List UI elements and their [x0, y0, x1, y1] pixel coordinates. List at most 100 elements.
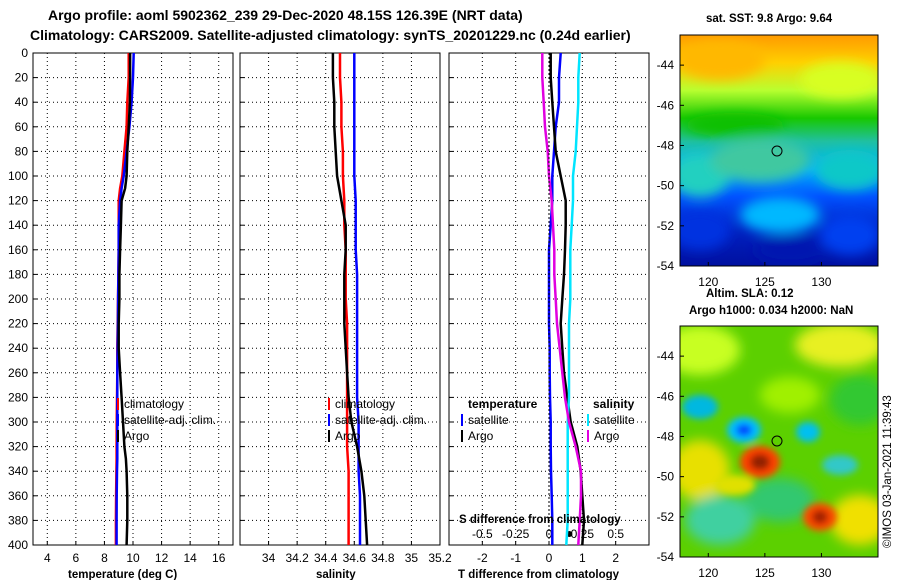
lon-tick-label: 120 — [698, 275, 718, 289]
depth-tick-label: 380 — [8, 513, 28, 527]
t-difference-x-label: T difference from climatology — [458, 569, 620, 580]
x-tick-label: 0 — [546, 551, 553, 565]
legend-satellite: satellite-adj. clim. — [335, 413, 427, 427]
legend-s-satellite: satellite — [594, 413, 635, 427]
lat-tick-label: -50 — [657, 179, 675, 193]
difference-x-tick-labels: -2 -1 0 1 2 — [477, 551, 619, 565]
salinity-series — [331, 53, 369, 546]
depth-tick-label: 260 — [8, 366, 28, 380]
salinity-difference-tick-labels: -0.5-0.2500.250.5 — [472, 527, 624, 541]
sla-map-frame — [679, 325, 879, 558]
temperature-x-label: temperature (deg C) — [68, 569, 177, 580]
temperature-series — [114, 52, 135, 546]
x-tick-label: 34.6 — [343, 551, 367, 565]
depth-tick-label: 240 — [8, 341, 28, 355]
salinity-grid — [240, 52, 441, 546]
lat-tick-label: -52 — [657, 219, 675, 233]
depth-tick-label: 20 — [15, 71, 29, 85]
lat-tick-label: -54 — [657, 259, 675, 273]
sst-map-frame — [679, 34, 879, 267]
x-tick-label: 34.2 — [285, 551, 309, 565]
depth-tick-label: 360 — [8, 489, 28, 503]
sla-map-title-1: Altim. SLA: 0.12 — [706, 288, 794, 300]
legend-climatology: climatology — [335, 397, 395, 411]
lat-tick-label: -50 — [657, 470, 675, 484]
lon-tick-label: 125 — [755, 275, 775, 289]
argo-position-marker — [771, 435, 783, 447]
sst-field — [680, 35, 878, 266]
sla-map: Altim. SLA: 0.12 Argo h1000: 0.034 h2000… — [657, 288, 879, 580]
title-line-2: Climatology: CARS2009. Satellite-adjuste… — [30, 27, 631, 43]
series-line-climatology — [338, 53, 350, 545]
lon-tick-label: 125 — [755, 566, 775, 580]
x-tick-label: 1 — [579, 551, 586, 565]
depth-tick-label: 120 — [8, 194, 28, 208]
x-tick-label: 34.4 — [314, 551, 338, 565]
legend-salinity-title: salinity — [593, 397, 635, 411]
x-tick-label: 4 — [44, 551, 51, 565]
lat-tick-label: -54 — [657, 550, 675, 564]
lon-tick-label: 130 — [811, 275, 831, 289]
x-tick-label: 16 — [212, 551, 226, 565]
series-line-argo — [331, 53, 369, 546]
x-tick-label: 6 — [73, 551, 80, 565]
s-difference-label: S difference from climatology — [459, 514, 621, 526]
sla-lat-tick-labels: -44 -46 -48 -50 -52 -54 — [657, 349, 684, 564]
x-tick-label: 34.8 — [371, 551, 395, 565]
legend-s-argo: Argo — [594, 429, 620, 443]
depth-tick-label: 180 — [8, 267, 28, 281]
argo-position-marker — [771, 145, 783, 157]
depth-tick-label: 160 — [8, 243, 28, 257]
x-tick-label: 35.2 — [428, 551, 452, 565]
series-line-salinity-satellite — [565, 52, 581, 546]
depth-tick-label: 140 — [8, 218, 28, 232]
s-diff-tick-label: -0.5 — [472, 527, 493, 541]
lat-tick-label: -46 — [657, 389, 675, 403]
depth-tick-label: 340 — [8, 464, 28, 478]
x-tick-label: 10 — [126, 551, 140, 565]
sst-lat-tick-labels: -44 -46 -48 -50 -52 -54 — [657, 58, 684, 273]
legend-t-satellite: satellite — [468, 413, 509, 427]
s-diff-tick-label: -0.25 — [502, 527, 530, 541]
lat-tick-label: -44 — [657, 58, 675, 72]
legend-satellite: satellite-adj. clim. — [124, 413, 216, 427]
lat-tick-label: -44 — [657, 349, 675, 363]
sst-lon-tick-labels: 120 125 130 — [698, 262, 832, 289]
series-line-satellite-adj-clim- — [353, 53, 362, 545]
x-tick-label: 14 — [183, 551, 197, 565]
depth-tick-label: 100 — [8, 169, 28, 183]
x-tick-label: 2 — [612, 551, 619, 565]
temperature-grid — [33, 52, 233, 546]
sla-field — [680, 326, 878, 557]
depth-tick-label: 400 — [8, 538, 28, 552]
legend-argo: Argo — [124, 429, 150, 443]
difference-series — [541, 52, 586, 546]
lat-tick-label: -48 — [657, 429, 675, 443]
lon-tick-label: 130 — [811, 566, 831, 580]
depth-tick-labels: 0 20 40 60 80 100 120 140 160 180 200 220 240 260 280 3… — [8, 46, 28, 552]
lon-tick-label: 120 — [698, 566, 718, 580]
salinity-panel: 34 34.2 34.4 34.6 34.8 35 35.2 salinity climat… — [239, 52, 452, 580]
sst-map-title: sat. SST: 9.8 Argo: 9.64 — [706, 13, 833, 25]
x-tick-label: -2 — [477, 551, 488, 565]
title-line-1: Argo profile: aoml 5902362_239 29-Dec-20… — [48, 7, 523, 23]
legend-temperature-title: temperature — [468, 397, 538, 411]
sst-map: sat. SST: 9.8 Argo: 9.64 -44 -46 -48 -50 -52… — [657, 13, 879, 289]
lat-tick-label: -52 — [657, 510, 675, 524]
depth-tick-label: 0 — [21, 46, 28, 60]
depth-tick-label: 300 — [8, 415, 28, 429]
temperature-x-tick-labels: 4 6 8 10 12 14 16 — [44, 551, 226, 565]
legend-climatology: climatology — [124, 397, 184, 411]
salinity-x-tick-labels: 34 34.2 34.4 34.6 34.8 35 35.2 — [262, 551, 452, 565]
x-tick-label: 8 — [101, 551, 108, 565]
x-tick-label: 12 — [155, 551, 169, 565]
lat-tick-label: -48 — [657, 138, 675, 152]
depth-tick-label: 320 — [8, 440, 28, 454]
series-line-argo — [117, 53, 132, 546]
legend-t-argo: Argo — [468, 429, 494, 443]
depth-tick-label: 280 — [8, 390, 28, 404]
x-tick-label: 35 — [405, 551, 419, 565]
s-diff-tick-label: 0.5 — [607, 527, 624, 541]
